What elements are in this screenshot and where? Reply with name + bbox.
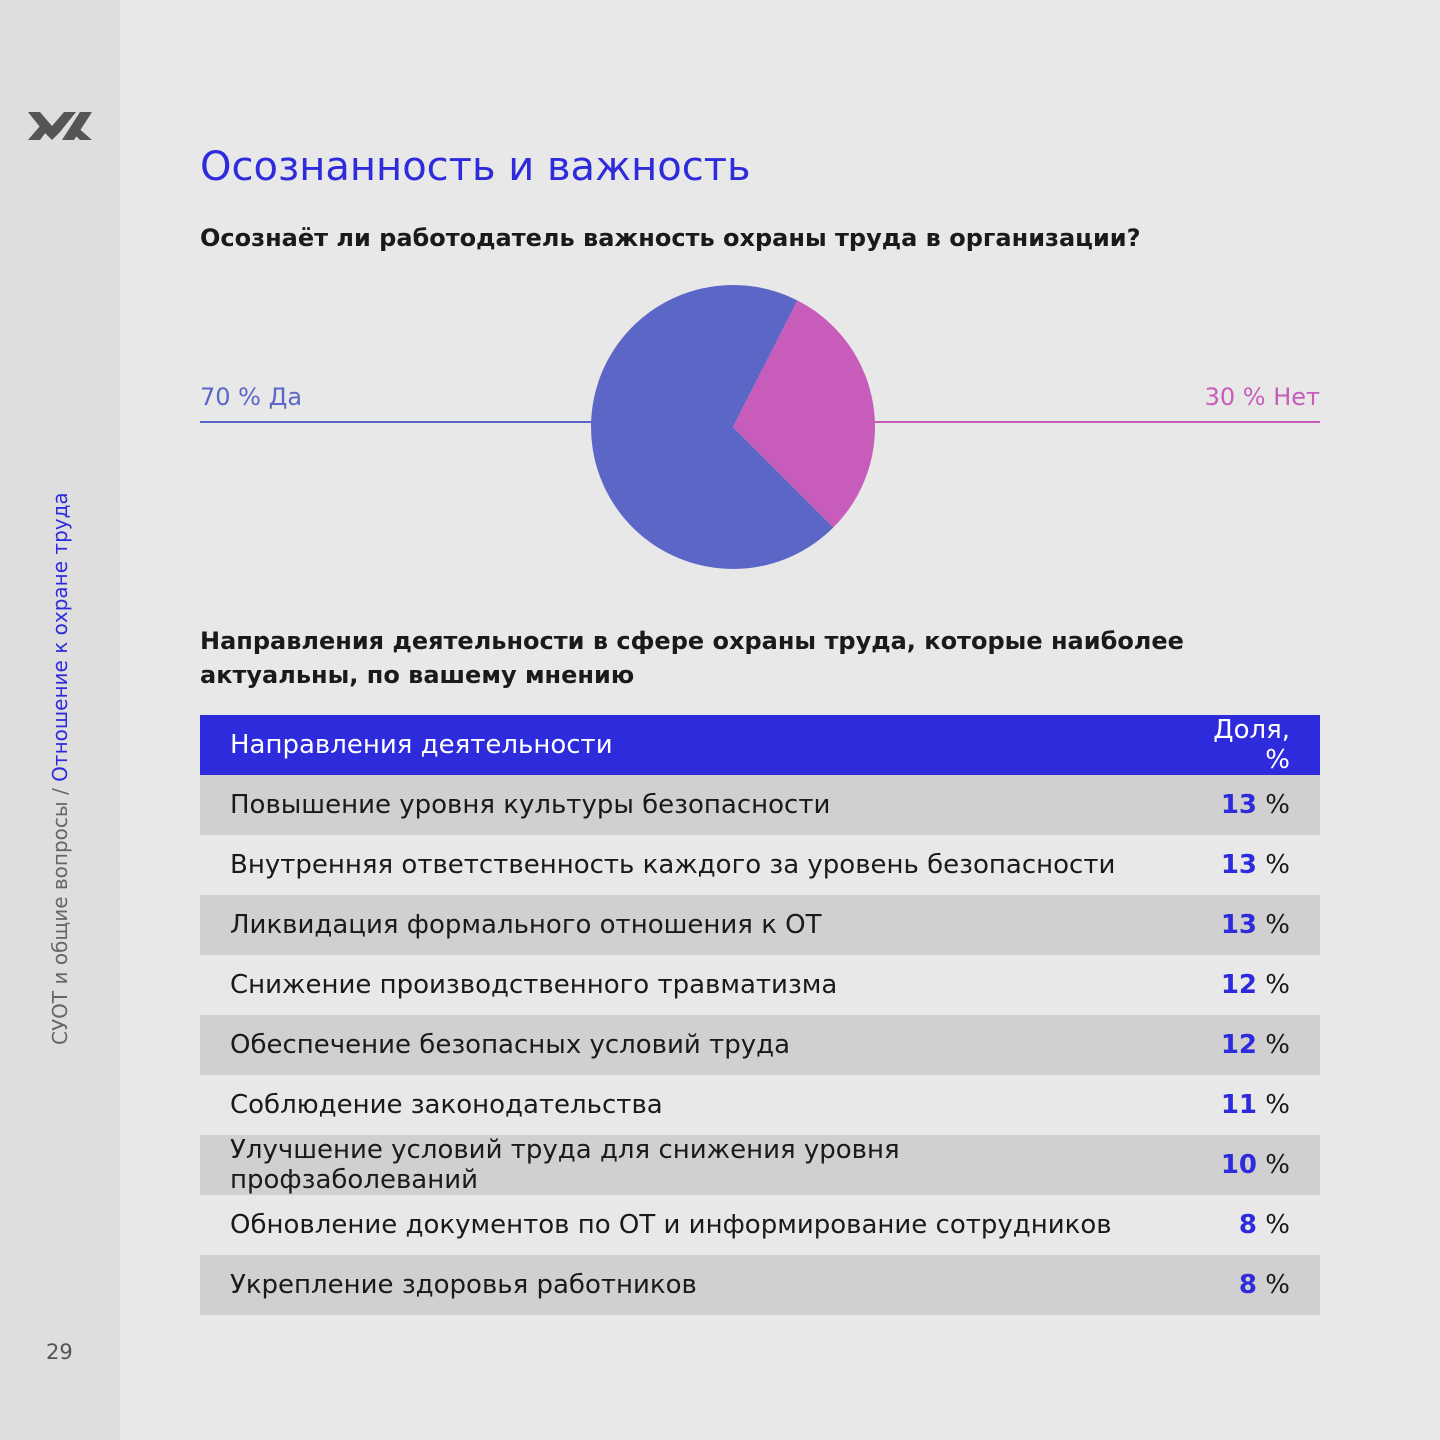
row-share: 8 % — [1152, 1195, 1320, 1255]
share-unit: % — [1257, 1270, 1290, 1300]
share-value: 13 — [1220, 790, 1258, 820]
table-row: Ликвидация формального отношения к ОТ 13 … — [200, 895, 1320, 955]
column-header-share: Доля, % — [1151, 715, 1320, 775]
share-value: 8 — [1238, 1270, 1258, 1300]
row-share: 10 % — [1151, 1135, 1320, 1195]
share-unit: % — [1257, 1090, 1290, 1120]
row-name: Ликвидация формального отношения к ОТ — [200, 895, 1152, 955]
share-unit: % — [1257, 850, 1290, 880]
row-share: 13 % — [1151, 775, 1320, 835]
share-unit: % — [1257, 970, 1290, 1000]
sidebar: СУОТ и общие вопросы / Отношение к охран… — [0, 0, 120, 1440]
pie-slice-no — [733, 300, 875, 528]
subsection-label: Отношение к охране труда — [48, 492, 72, 782]
row-share: 13 % — [1152, 835, 1320, 895]
share-value: 8 — [1238, 1210, 1258, 1240]
row-name: Обновление документов по ОТ и информиров… — [230, 1210, 1112, 1240]
row-name: Обеспечение безопасных условий труда — [200, 1015, 1152, 1075]
share-value: 11 — [1220, 1090, 1258, 1120]
activities-table: Направления деятельности Доля, % Повышен… — [200, 715, 1320, 1315]
row-name: Соблюдение законодательства — [230, 1090, 663, 1120]
question-2: Направления деятельности в сфере охраны … — [200, 627, 1184, 689]
page-number: 29 — [46, 1340, 73, 1364]
row-share: 11 % — [1152, 1075, 1320, 1135]
table-row: Обеспечение безопасных условий труда 12 % — [200, 1015, 1320, 1075]
row-name: Внутренняя ответственность каждого за ур… — [230, 850, 1116, 880]
row-name: Укрепление здоровья работников — [200, 1255, 1152, 1315]
table-row: Соблюдение законодательства 11 % — [200, 1075, 1320, 1135]
share-unit: % — [1257, 790, 1290, 820]
row-share: 12 % — [1151, 1015, 1320, 1075]
leader-line-no — [874, 421, 1320, 423]
share-unit: % — [1257, 1210, 1290, 1240]
row-name: Улучшение условий труда для снижения уро… — [200, 1135, 1152, 1195]
share-value: 12 — [1220, 970, 1258, 1000]
table-row: Снижение производственного травматизма 12… — [200, 955, 1320, 1015]
section-breadcrumb: СУОТ и общие вопросы / Отношение к охран… — [48, 492, 72, 1045]
table-row: Укрепление здоровья работников 8 % — [200, 1255, 1320, 1315]
table-row: Улучшение условий труда для снижения уро… — [200, 1135, 1320, 1195]
table-row: Обновление документов по ОТ и информиров… — [200, 1195, 1320, 1255]
row-share: 12 % — [1152, 955, 1320, 1015]
row-name: Повышение уровня культуры безопасности — [200, 775, 1152, 835]
table-row: Внутренняя ответственность каждого за ур… — [200, 835, 1320, 895]
row-share: 8 % — [1151, 1255, 1320, 1315]
pie-label-yes: 70 % Да — [200, 383, 303, 411]
table-header: Направления деятельности Доля, % — [200, 715, 1320, 775]
row-share: 13 % — [1151, 895, 1320, 955]
share-unit: % — [1257, 910, 1290, 940]
page-title: Осознанность и важность — [200, 144, 751, 190]
share-value: 13 — [1220, 910, 1258, 940]
share-value: 13 — [1220, 850, 1258, 880]
share-value: 10 — [1220, 1150, 1258, 1180]
section-label: СУОТ и общие вопросы / — [48, 781, 72, 1045]
pie-chart — [591, 284, 875, 569]
share-unit: % — [1257, 1030, 1290, 1060]
question-1: Осознаёт ли работодатель важность охраны… — [200, 224, 1141, 252]
share-value: 12 — [1220, 1030, 1258, 1060]
logo-icon — [28, 112, 92, 140]
pie-slice-yes — [591, 284, 834, 569]
leader-line-yes — [200, 421, 592, 423]
pie-label-no: 30 % Нет — [1204, 383, 1320, 411]
share-unit: % — [1257, 1150, 1290, 1180]
row-name: Снижение производственного травматизма — [230, 970, 838, 1000]
column-header-name: Направления деятельности — [200, 715, 1152, 775]
table-row: Повышение уровня культуры безопасности 13… — [200, 775, 1320, 835]
